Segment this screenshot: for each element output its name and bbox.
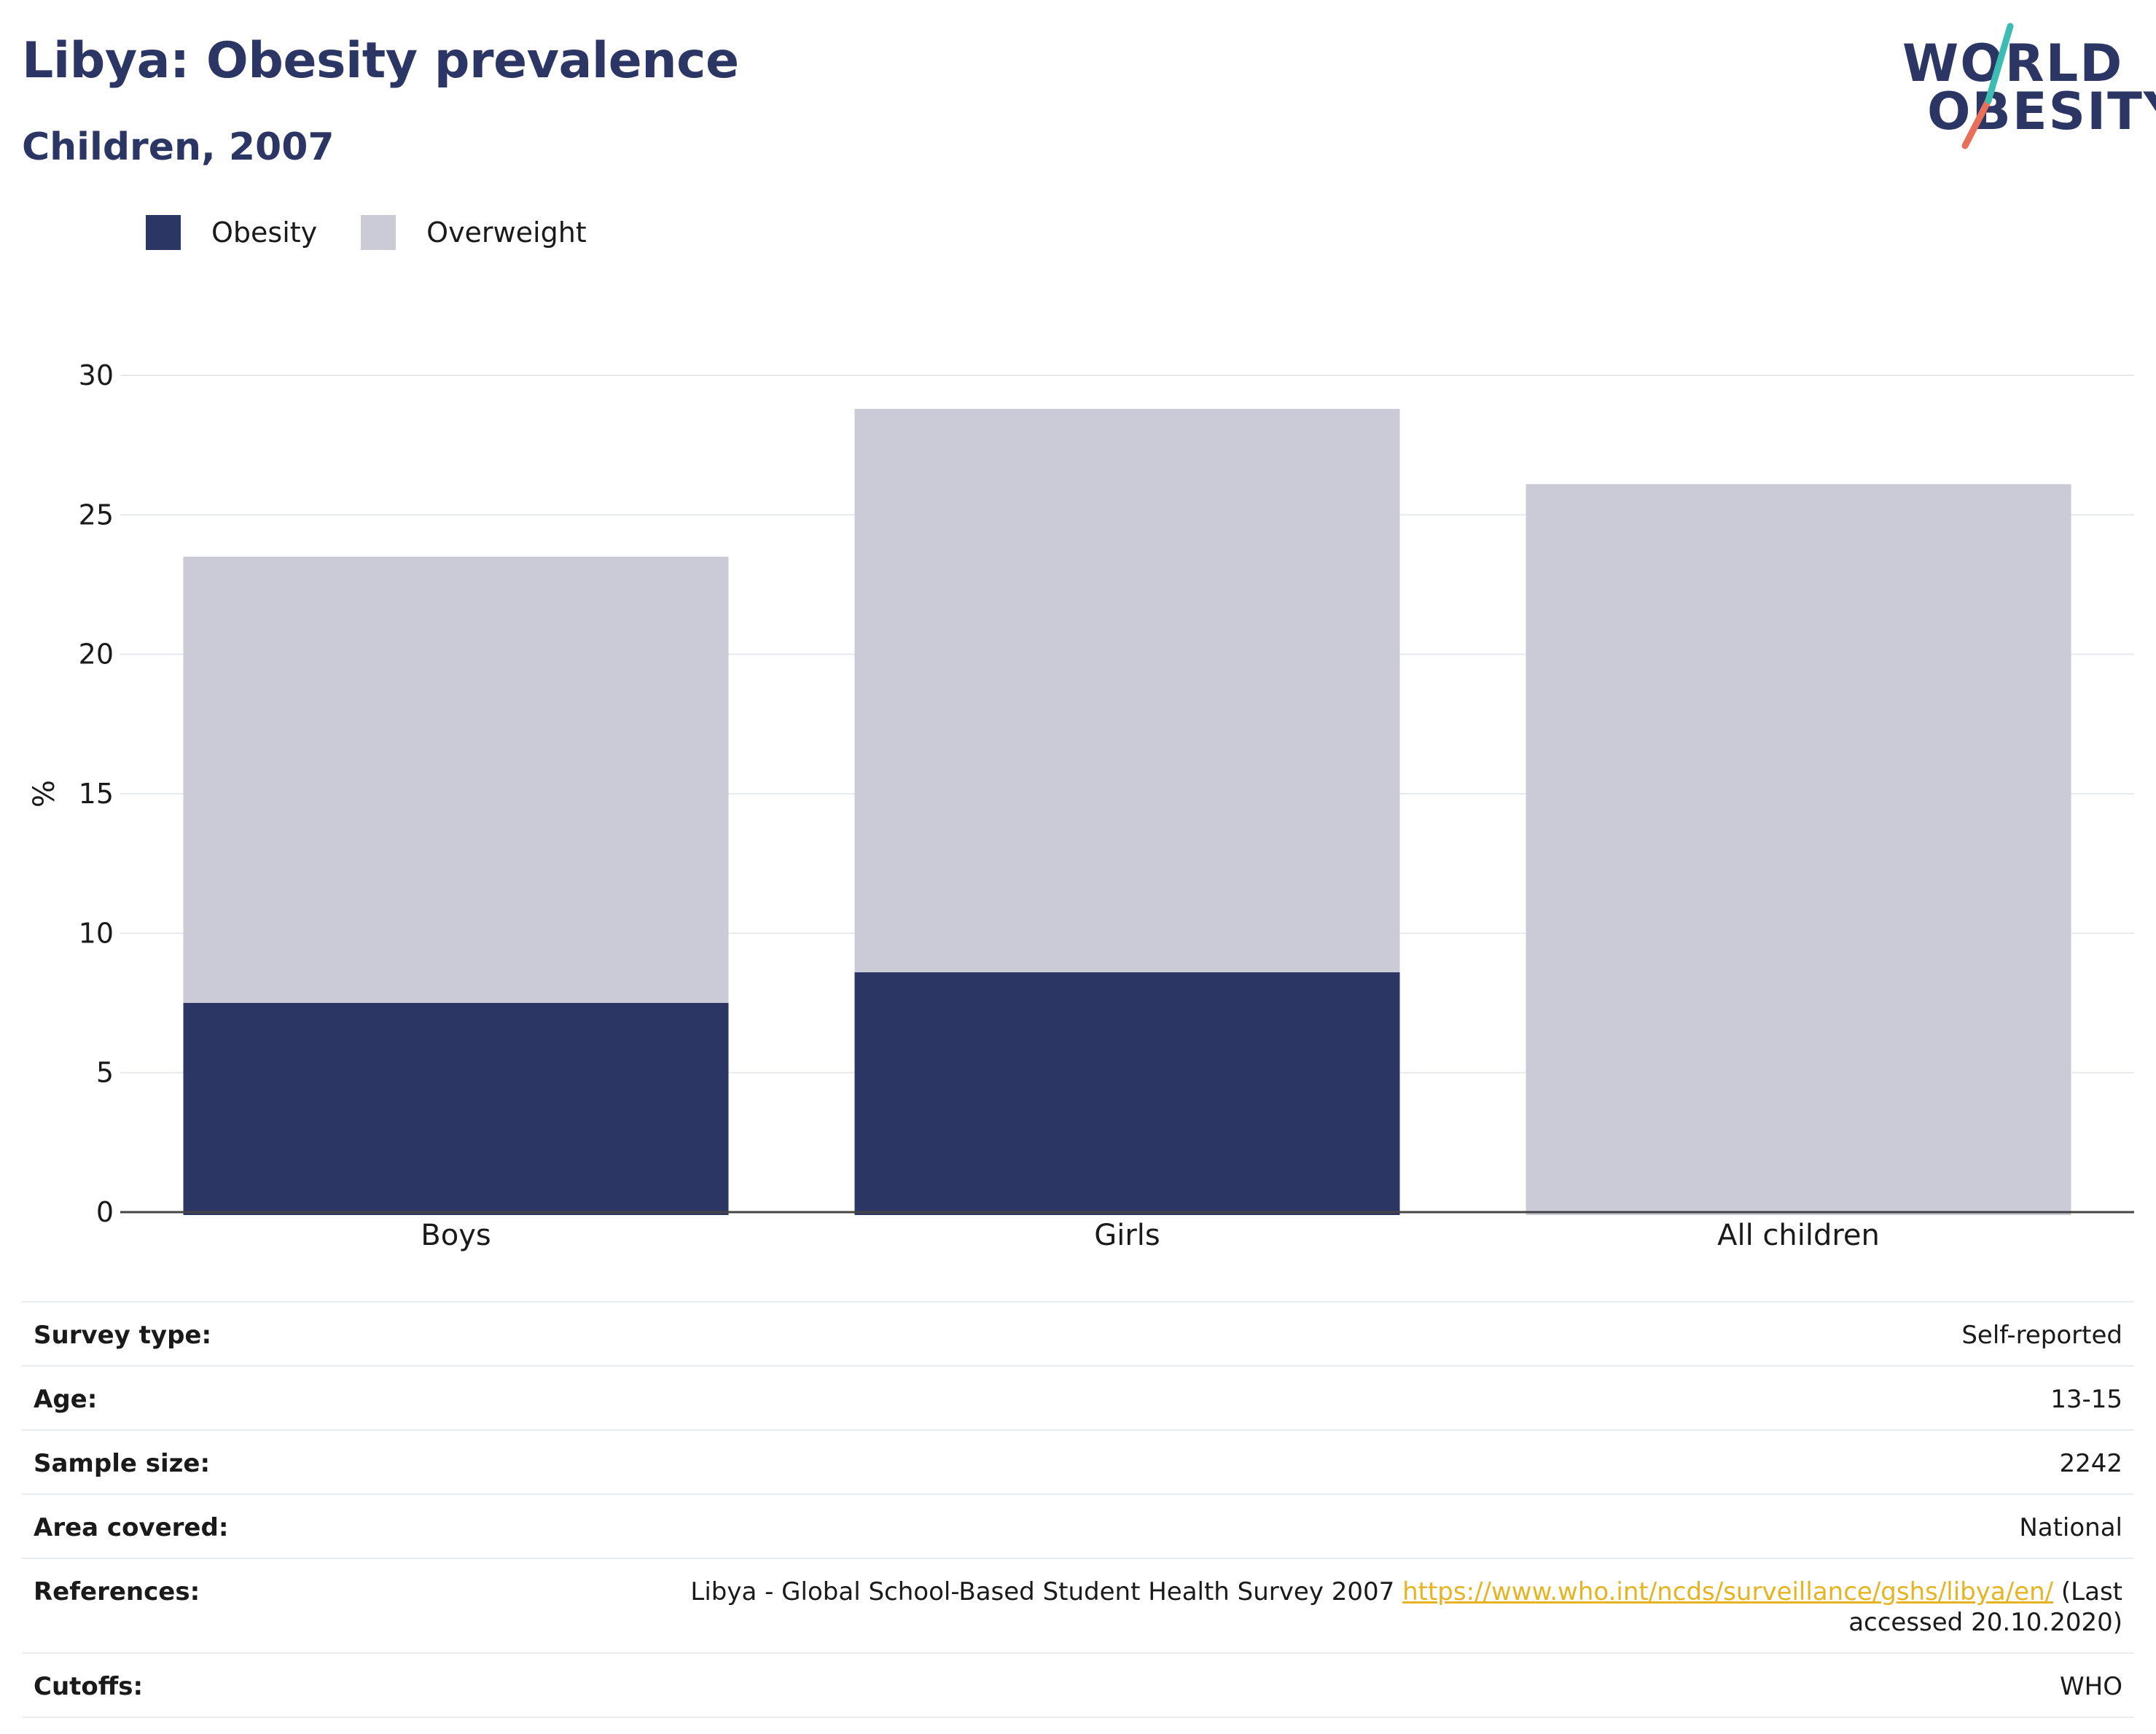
bar-overweight-boys [183,556,729,1003]
chart-legend: Obesity Overweight [146,215,630,250]
y-axis-label: % [28,780,61,808]
reference-text: Libya - Global School-Based Student Heal… [690,1577,1403,1606]
meta-value: 13-15 [2050,1385,2122,1414]
world-obesity-logo: WORLD OBESITY [1902,22,2156,153]
reference-link[interactable]: https://www.who.int/ncds/surveillance/gs… [1402,1577,2054,1606]
meta-row: Sample size: 2242 [22,1429,2134,1493]
y-tick-label: 0 [96,1196,114,1228]
meta-row: Survey type: Self-reported [22,1301,2134,1365]
logo-slash-icon [1961,23,2014,149]
y-tick-label: 15 [79,778,114,810]
page-subtitle: Children, 2007 [22,125,335,169]
y-tick-label: 10 [79,917,114,949]
y-tick-label: 20 [79,638,114,671]
meta-key: Sample size: [34,1449,211,1478]
legend-label-overweight: Overweight [426,216,587,249]
x-tick-label: All children [1717,1219,1880,1252]
meta-key: Survey type: [34,1321,212,1350]
bar-overweight-all-children [1526,484,2071,1215]
bar-obesity-girls [854,972,1400,1215]
legend-swatch-obesity [146,215,181,250]
reference-accessed: (Last accessed 20.10.2020) [1848,1577,2122,1637]
survey-metadata-table: Survey type: Self-reported Age: 13-15 Sample… [22,1301,2134,1718]
logo-line-2: OBESITY [1927,82,2156,141]
bar-overweight-girls [854,408,1400,972]
meta-key: Age: [34,1385,98,1414]
logo-line-1: WORLD [1902,34,2124,93]
y-tick-label: 25 [79,499,114,531]
x-tick-label: Boys [421,1219,491,1252]
meta-value: 2242 [2059,1449,2122,1478]
legend-label-obesity: Obesity [211,216,318,249]
meta-key: Cutoffs: [34,1672,144,1701]
meta-row: References: Libya - Global School-Based S… [22,1558,2134,1652]
y-tick-label: 30 [79,359,114,391]
bar-obesity-boys [183,1003,729,1215]
meta-value: Self-reported [1961,1321,2122,1350]
y-tick-label: 5 [96,1057,114,1089]
bar-chart: 0 5 10 15 20 25 30 Boys Girls All children% [28,359,2134,1252]
page-title: Libya: Obesity prevalence [22,32,739,90]
legend-item-obesity[interactable]: Obesity [146,215,317,250]
meta-key: Area covered: [34,1513,229,1542]
meta-value: Libya - Global School-Based Student Heal… [592,1559,2122,1652]
legend-swatch-overweight [361,215,397,250]
meta-row: Cutoffs: WHO [22,1652,2134,1718]
legend-item-overweight[interactable]: Overweight [361,215,587,250]
x-tick-label: Girls [1094,1219,1160,1252]
meta-row: Area covered: National [22,1493,2134,1558]
meta-value: WHO [2060,1672,2122,1701]
meta-row: Age: 13-15 [22,1365,2134,1429]
meta-value: National [2019,1513,2122,1542]
meta-key: References: [34,1577,200,1606]
